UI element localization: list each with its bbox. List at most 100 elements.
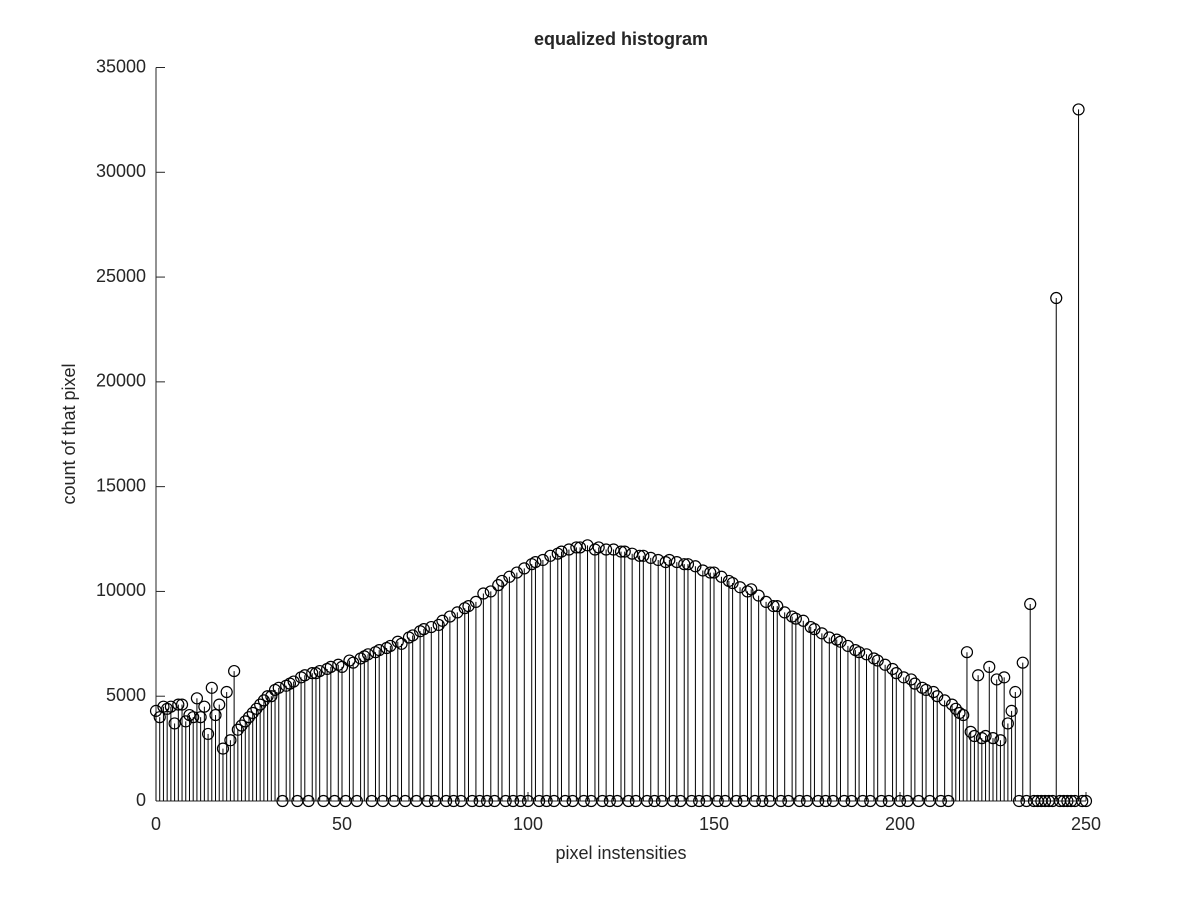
stem-marker — [231, 723, 244, 736]
stem-marker — [451, 606, 464, 619]
stem-marker — [789, 612, 802, 625]
stem-marker — [443, 610, 456, 623]
stem-marker — [834, 635, 847, 648]
stem-marker — [998, 671, 1011, 684]
stem-marker — [540, 794, 553, 808]
stem-marker — [466, 794, 479, 808]
stem-marker — [707, 566, 721, 579]
stem-marker — [879, 658, 892, 671]
stem-marker — [908, 677, 921, 690]
stem-marker — [945, 698, 959, 711]
stem-marker — [432, 618, 445, 632]
y-tick-label: 10000 — [96, 580, 146, 600]
stem-marker — [347, 656, 360, 669]
stem-marker — [774, 794, 788, 808]
stem-marker — [704, 566, 717, 579]
stem-marker — [213, 698, 226, 711]
stem-marker — [242, 711, 256, 724]
stem-marker — [990, 673, 1003, 686]
stem-marker — [622, 794, 635, 808]
stem-marker — [518, 562, 531, 575]
stem-marker — [812, 794, 825, 808]
stem-marker — [1072, 103, 1085, 116]
stem-marker — [886, 662, 899, 676]
stem-marker — [852, 646, 866, 659]
stem-marker — [860, 648, 873, 661]
stem-marker — [890, 667, 903, 680]
stem-marker — [559, 794, 572, 808]
stem-marker — [350, 794, 363, 808]
stem-marker — [254, 698, 267, 711]
stem-marker — [644, 551, 657, 564]
stem-marker — [1024, 597, 1037, 611]
stem-marker — [209, 708, 222, 722]
stem-marker — [994, 734, 1007, 747]
stem-marker — [875, 794, 888, 808]
stem-marker — [1076, 794, 1089, 808]
y-tick-label: 25000 — [96, 266, 146, 286]
stem-marker — [499, 794, 512, 808]
stem-marker — [276, 794, 289, 808]
stem-marker — [261, 690, 274, 703]
stem-marker — [246, 706, 259, 720]
x-tick-label: 150 — [699, 814, 729, 834]
stem-marker — [179, 715, 192, 728]
stem-marker — [752, 589, 765, 602]
stem-marker — [949, 702, 962, 715]
stem-marker — [425, 620, 438, 634]
x-tick-label: 50 — [332, 814, 352, 834]
stem-marker — [748, 794, 762, 808]
stem-marker — [172, 698, 185, 711]
stem-marker — [905, 673, 918, 686]
y-axis-label: count of that pixel — [59, 363, 79, 504]
stem-marker — [480, 794, 494, 808]
stem-marker — [693, 794, 706, 808]
stem-marker — [201, 727, 215, 741]
stem-marker — [447, 794, 460, 808]
stem-marker — [514, 794, 527, 808]
stem-marker — [529, 555, 542, 569]
stem-marker — [685, 794, 698, 808]
stem-marker — [1016, 656, 1029, 669]
stem-marker — [417, 623, 430, 636]
stem-marker — [797, 614, 810, 627]
stem-marker — [819, 794, 832, 808]
stem-marker — [871, 654, 884, 667]
stem-marker — [198, 700, 211, 713]
y-tick-label: 0 — [136, 790, 146, 810]
stem-marker — [287, 675, 300, 688]
x-axis-label: pixel instensities — [555, 843, 686, 863]
stem-marker — [216, 742, 230, 755]
stem-marker — [239, 715, 252, 728]
stem-marker — [715, 570, 728, 583]
stem-marker — [406, 629, 419, 642]
stem-marker — [931, 690, 944, 703]
stem-marker — [838, 794, 851, 808]
stem-marker — [663, 553, 676, 567]
y-tick-label: 5000 — [106, 685, 146, 705]
stem-marker — [938, 694, 951, 707]
stem-marker — [640, 794, 654, 808]
stem-marker — [1061, 794, 1074, 808]
stem-marker — [313, 664, 326, 678]
y-tick-label: 20000 — [96, 371, 146, 391]
stem-marker — [1038, 794, 1052, 808]
stem-marker — [462, 599, 475, 613]
stem-marker — [726, 576, 739, 590]
stem-marker — [492, 579, 505, 592]
stem-marker — [224, 734, 237, 747]
stem-marker — [306, 667, 319, 680]
stem-marker — [771, 599, 784, 613]
y-tick-label: 30000 — [96, 161, 146, 181]
stem-marker — [477, 587, 490, 600]
stem-marker — [689, 560, 702, 573]
stem-marker — [856, 794, 869, 808]
stem-marker — [893, 794, 907, 808]
stem-marker — [793, 794, 806, 808]
stem-marker — [436, 614, 449, 627]
stem-marker — [469, 595, 483, 609]
stem-marker — [1009, 685, 1022, 699]
stem-marker — [510, 566, 523, 579]
stem-marker — [808, 623, 821, 636]
stem-marker — [265, 690, 278, 703]
